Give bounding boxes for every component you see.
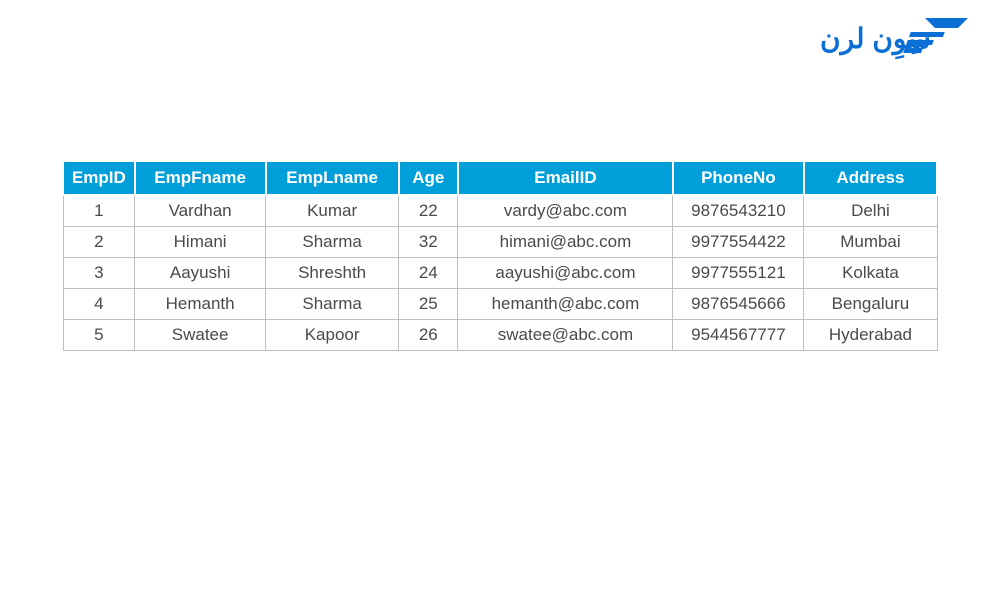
cell-address: Delhi xyxy=(804,195,937,227)
cell-address: Bengaluru xyxy=(804,289,937,320)
cell-lname: Kapoor xyxy=(266,320,399,351)
cell-empid: 4 xyxy=(63,289,135,320)
brand-logo-text: سِوِن لرن xyxy=(820,23,931,60)
cell-age: 32 xyxy=(399,227,458,258)
cell-phone: 9977555121 xyxy=(673,258,804,289)
cell-fname: Aayushi xyxy=(135,258,266,289)
col-header-phone: PhoneNo xyxy=(673,161,804,195)
col-header-address: Address xyxy=(804,161,937,195)
table-header-row: EmpID EmpFname EmpLname Age EmailID Phon… xyxy=(63,161,937,195)
cell-address: Mumbai xyxy=(804,227,937,258)
col-header-lname: EmpLname xyxy=(266,161,399,195)
cell-phone: 9876543210 xyxy=(673,195,804,227)
cell-address: Kolkata xyxy=(804,258,937,289)
employee-table-container: EmpID EmpFname EmpLname Age EmailID Phon… xyxy=(62,160,938,351)
cell-email: swatee@abc.com xyxy=(458,320,673,351)
cell-age: 22 xyxy=(399,195,458,227)
brand-logo: سِوِن لرن xyxy=(820,12,970,65)
cell-email: vardy@abc.com xyxy=(458,195,673,227)
cell-phone: 9876545666 xyxy=(673,289,804,320)
cell-age: 25 xyxy=(399,289,458,320)
cell-email: himani@abc.com xyxy=(458,227,673,258)
cell-empid: 5 xyxy=(63,320,135,351)
table-row: 4 Hemanth Sharma 25 hemanth@abc.com 9876… xyxy=(63,289,937,320)
cell-age: 26 xyxy=(399,320,458,351)
cell-fname: Swatee xyxy=(135,320,266,351)
cell-empid: 2 xyxy=(63,227,135,258)
col-header-empid: EmpID xyxy=(63,161,135,195)
table-row: 2 Himani Sharma 32 himani@abc.com 997755… xyxy=(63,227,937,258)
cell-lname: Shreshth xyxy=(266,258,399,289)
employee-table: EmpID EmpFname EmpLname Age EmailID Phon… xyxy=(62,160,938,351)
col-header-fname: EmpFname xyxy=(135,161,266,195)
col-header-age: Age xyxy=(399,161,458,195)
cell-phone: 9544567777 xyxy=(673,320,804,351)
col-header-email: EmailID xyxy=(458,161,673,195)
cell-lname: Sharma xyxy=(266,227,399,258)
cell-email: hemanth@abc.com xyxy=(458,289,673,320)
cell-lname: Sharma xyxy=(266,289,399,320)
cell-empid: 3 xyxy=(63,258,135,289)
cell-email: aayushi@abc.com xyxy=(458,258,673,289)
cell-age: 24 xyxy=(399,258,458,289)
cell-fname: Vardhan xyxy=(135,195,266,227)
cell-phone: 9977554422 xyxy=(673,227,804,258)
table-row: 1 Vardhan Kumar 22 vardy@abc.com 9876543… xyxy=(63,195,937,227)
cell-fname: Himani xyxy=(135,227,266,258)
cell-lname: Kumar xyxy=(266,195,399,227)
cell-fname: Hemanth xyxy=(135,289,266,320)
cell-empid: 1 xyxy=(63,195,135,227)
table-row: 5 Swatee Kapoor 26 swatee@abc.com 954456… xyxy=(63,320,937,351)
table-row: 3 Aayushi Shreshth 24 aayushi@abc.com 99… xyxy=(63,258,937,289)
cell-address: Hyderabad xyxy=(804,320,937,351)
